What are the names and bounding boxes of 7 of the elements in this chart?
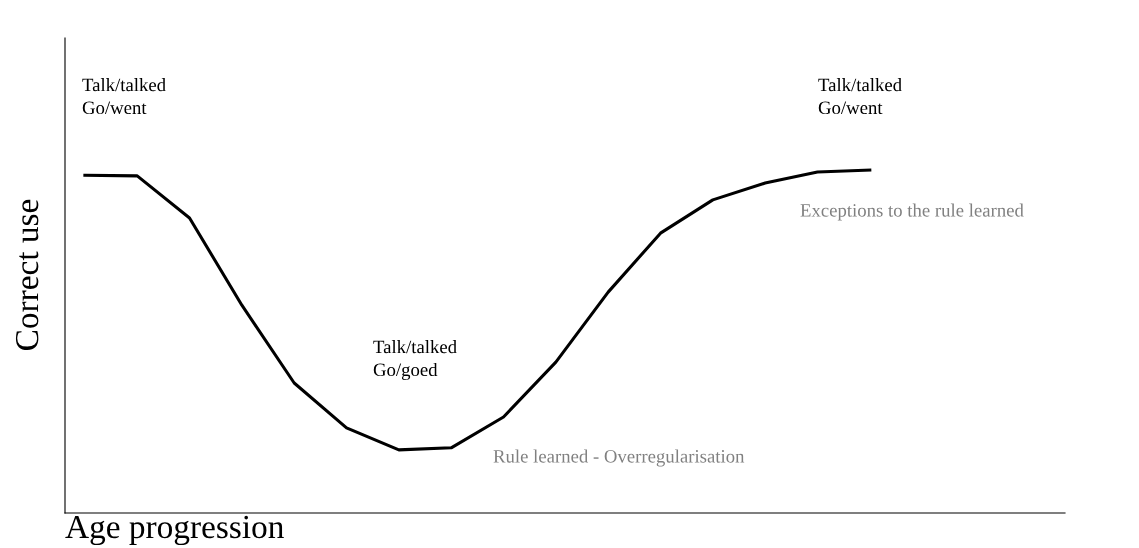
annotation: Exceptions to the rule learned xyxy=(800,203,1024,221)
x-axis-title: Age progression xyxy=(65,515,284,546)
annotation: Talk/talked Go/goed xyxy=(373,340,457,380)
annotation: Rule learned - Overregularisation xyxy=(493,449,745,467)
text: Talk/talked Go/went xyxy=(818,78,902,115)
y-axis-title: Correct use xyxy=(15,199,39,350)
text: Talk/talked Go/went xyxy=(82,78,166,115)
